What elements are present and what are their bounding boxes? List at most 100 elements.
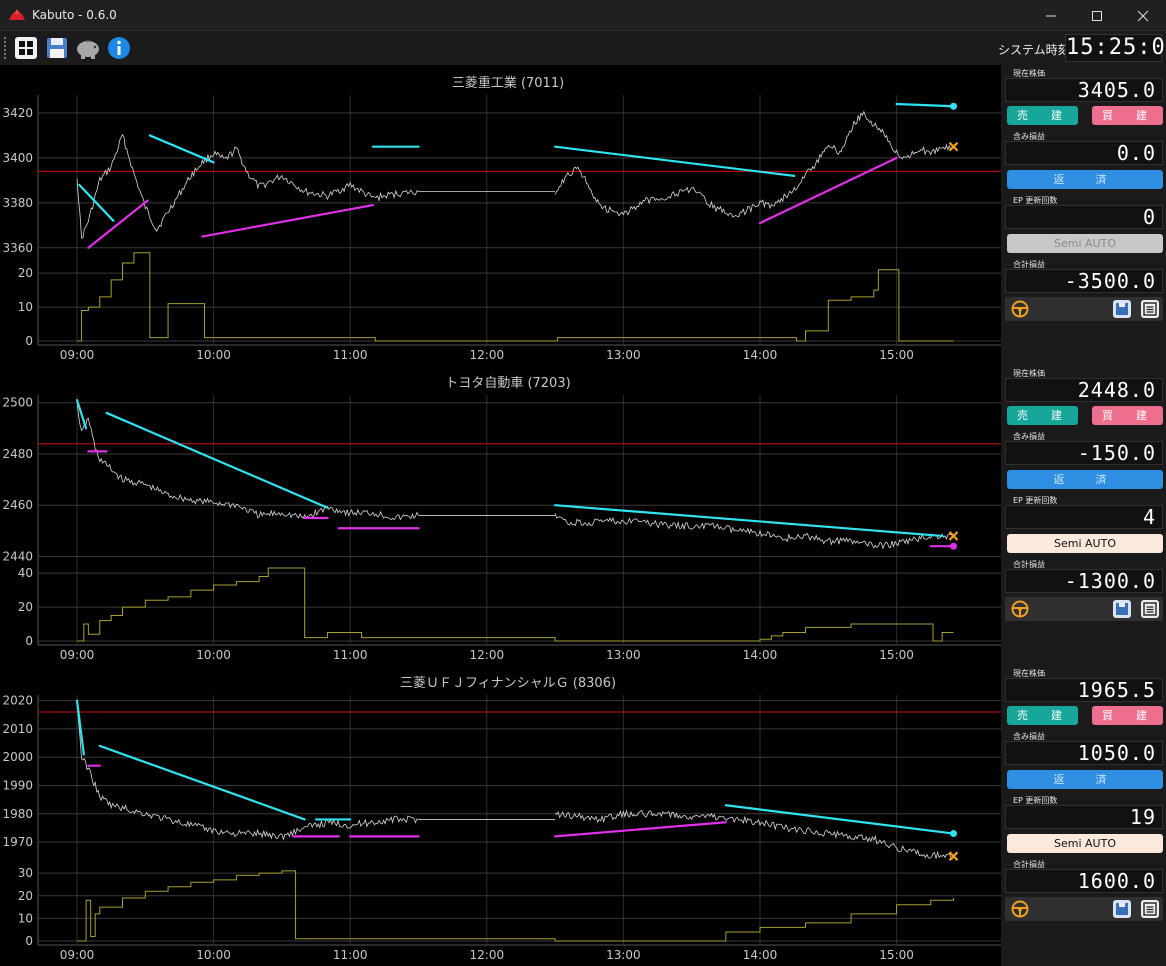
current-price-marker — [948, 141, 959, 152]
current-price-label: 現在株価 — [1013, 69, 1045, 78]
steering-wheel-icon[interactable] — [1011, 600, 1029, 618]
price-tick-label: 2480 — [2, 447, 33, 461]
trade-panel-7011: 現在株価 3405.0 売 建 買 建 含み損益 0.0 返 済 EP 更新回数… — [1001, 65, 1166, 325]
semi-auto-button[interactable]: Semi AUTO — [1007, 834, 1163, 853]
buy-button[interactable]: 買 建 — [1092, 406, 1163, 425]
price-tick-label: 2440 — [2, 549, 33, 563]
maximize-button[interactable] — [1074, 0, 1120, 31]
volume-tick-label: 10 — [18, 911, 33, 925]
x-tick-label: 10:00 — [196, 348, 231, 362]
kabuto-logo-icon — [9, 9, 25, 20]
current-price-marker — [948, 851, 959, 861]
minimize-icon — [1046, 15, 1056, 17]
total-pl-label: 合計損益 — [1013, 260, 1045, 269]
upper-trail-line — [75, 399, 88, 430]
volume-line — [77, 252, 954, 342]
x-tick-label: 11:00 — [333, 648, 368, 662]
save-icon[interactable] — [1113, 300, 1131, 318]
price-line — [554, 512, 954, 550]
unrealized-pl-display: 0.0 — [1005, 141, 1163, 165]
repay-button[interactable]: 返 済 — [1007, 770, 1163, 789]
toolbar-grip[interactable] — [4, 37, 7, 59]
minimize-button[interactable] — [1028, 0, 1074, 31]
price-tick-label: 2020 — [2, 694, 33, 708]
buy-button[interactable]: 買 建 — [1092, 106, 1163, 125]
save-icon[interactable] — [1113, 600, 1131, 618]
x-tick-label: 12:00 — [470, 348, 505, 362]
semi-auto-button[interactable]: Semi AUTO — [1007, 234, 1163, 253]
chart-7203: トヨタ自動車 (7203) 09:00 10:00 11:00 12:00 13:00 14… — [2, 376, 1001, 662]
list-icon[interactable] — [1141, 600, 1159, 618]
close-button[interactable] — [1120, 0, 1166, 31]
chart-panel-7203: トヨタ自動車 (7203) 09:00 10:00 11:00 12:00 13:00 14… — [0, 365, 1001, 665]
info-icon[interactable] — [107, 36, 131, 60]
volume-tick-label: 0 — [25, 634, 33, 648]
chart-title: トヨタ自動車 (7203) — [445, 376, 570, 391]
sell-button[interactable]: 売 建 — [1007, 406, 1078, 425]
upper-trail-line — [553, 504, 944, 538]
upper-trail-line — [78, 183, 115, 222]
sell-button[interactable]: 売 建 — [1007, 706, 1078, 725]
unrealized-pl-label: 含み損益 — [1013, 432, 1045, 441]
price-tick-label: 2500 — [2, 396, 33, 410]
upper-trail-line — [148, 134, 215, 164]
upper-trail-line — [724, 804, 955, 835]
panel-footer — [1005, 897, 1163, 921]
piggy-bank-icon[interactable] — [74, 36, 102, 60]
chart-panel-7011: 三菱重工業 (7011) 09:00 10:00 11:00 12:00 13:00 14:… — [0, 65, 1001, 365]
volume-tick-label: 40 — [18, 566, 33, 580]
repay-button[interactable]: 返 済 — [1007, 470, 1163, 489]
price-tick-label: 2000 — [2, 750, 33, 764]
chart-area: 三菱重工業 (7011) 09:00 10:00 11:00 12:00 13:00 14:… — [0, 65, 1001, 966]
system-time-label: システム時刻 — [998, 43, 1070, 57]
unrealized-pl-display: 1050.0 — [1005, 741, 1163, 765]
x-tick-label: 13:00 — [606, 648, 641, 662]
lower-trail-line — [758, 156, 898, 225]
price-tick-label: 3420 — [2, 106, 33, 120]
lower-trail-dot — [950, 542, 958, 550]
x-tick-label: 09:00 — [60, 648, 95, 662]
price-tick-label: 3400 — [2, 151, 33, 165]
price-line — [76, 699, 419, 841]
chart-title: 三菱重工業 (7011) — [452, 75, 564, 91]
price-line — [554, 809, 954, 861]
list-icon[interactable] — [1141, 300, 1159, 318]
x-tick-label: 13:00 — [606, 948, 641, 962]
x-tick-label: 10:00 — [196, 948, 231, 962]
sell-button[interactable]: 売 建 — [1007, 106, 1078, 125]
chart-panel-8306: 三菱ＵＦＪフィナンシャルＧ (8306) 09:00 10:00 11:00 12:00… — [0, 665, 1001, 965]
volume-tick-label: 20 — [18, 889, 33, 903]
unrealized-pl-label: 含み損益 — [1013, 732, 1045, 741]
steering-wheel-icon[interactable] — [1011, 900, 1029, 918]
volume-tick-label: 20 — [18, 600, 33, 614]
x-tick-label: 09:00 — [60, 948, 95, 962]
upper-trail-line — [895, 102, 955, 108]
buy-button[interactable]: 買 建 — [1092, 706, 1163, 725]
ep-update-count-display: 19 — [1005, 805, 1163, 829]
x-tick-label: 09:00 — [60, 348, 95, 362]
title-bar: Kabuto - 0.6.0 — [0, 0, 1166, 31]
x-tick-label: 11:00 — [333, 948, 368, 962]
volume-tick-label: 20 — [18, 266, 33, 280]
semi-auto-button[interactable]: Semi AUTO — [1007, 534, 1163, 553]
x-tick-label: 12:00 — [470, 948, 505, 962]
save-icon[interactable] — [45, 36, 69, 60]
upper-trail-dot — [950, 830, 958, 838]
steering-wheel-icon[interactable] — [1011, 300, 1029, 318]
grid-icon[interactable] — [14, 36, 38, 60]
trading-sidebar: 現在株価 3405.0 売 建 買 建 含み損益 0.0 返 済 EP 更新回数… — [1001, 65, 1166, 966]
total-pl-label: 合計損益 — [1013, 560, 1045, 569]
x-tick-label: 14:00 — [743, 348, 778, 362]
save-icon[interactable] — [1113, 900, 1131, 918]
upper-trail-line — [75, 699, 85, 756]
app-title: Kabuto - 0.6.0 — [32, 8, 117, 22]
repay-button[interactable]: 返 済 — [1007, 170, 1163, 189]
volume-tick-label: 30 — [18, 866, 33, 880]
system-time-display: 15:25:00 — [1065, 34, 1166, 62]
volume-tick-label: 10 — [18, 300, 33, 314]
x-tick-label: 15:00 — [879, 948, 914, 962]
list-icon[interactable] — [1141, 900, 1159, 918]
chart-8306: 三菱ＵＦＪフィナンシャルＧ (8306) 09:00 10:00 11:00 12:00… — [2, 676, 1001, 962]
current-price-label: 現在株価 — [1013, 369, 1045, 378]
price-line — [554, 110, 954, 218]
